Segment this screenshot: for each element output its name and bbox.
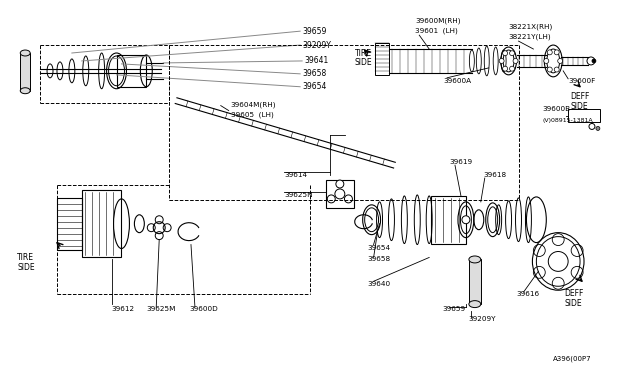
Text: A396(00P7: A396(00P7 [553, 356, 592, 362]
Text: (V)08915-1381A: (V)08915-1381A [542, 118, 593, 123]
Text: 39641: 39641 [304, 57, 328, 65]
Bar [82, 190, 122, 257]
Circle shape [502, 66, 508, 71]
Text: 39605  (LH): 39605 (LH) [230, 111, 273, 118]
Text: SIDE: SIDE [570, 102, 588, 111]
Circle shape [509, 51, 515, 56]
Circle shape [547, 50, 552, 55]
Text: 39625N: 39625N [284, 192, 313, 198]
Text: TIRE: TIRE [355, 48, 372, 58]
Circle shape [499, 58, 504, 63]
Circle shape [554, 67, 559, 72]
Circle shape [509, 66, 515, 71]
Circle shape [462, 216, 470, 224]
Ellipse shape [336, 180, 344, 188]
Ellipse shape [469, 256, 481, 263]
Text: 39659: 39659 [442, 306, 465, 312]
Text: 39600M(RH): 39600M(RH) [415, 18, 461, 25]
Circle shape [544, 58, 548, 63]
Text: 39618: 39618 [484, 172, 507, 178]
Text: 39654: 39654 [302, 82, 326, 91]
Text: 39616: 39616 [516, 291, 540, 297]
Text: 39614: 39614 [284, 172, 307, 178]
Circle shape [335, 189, 345, 199]
Ellipse shape [20, 50, 30, 56]
Bar [326, 180, 354, 208]
Circle shape [592, 59, 596, 63]
Ellipse shape [469, 301, 481, 308]
Circle shape [554, 50, 559, 55]
Text: 39209Y: 39209Y [302, 41, 331, 49]
Bar [374, 43, 390, 75]
Circle shape [513, 58, 518, 63]
Text: 39601  (LH): 39601 (LH) [415, 28, 458, 35]
Text: 38221Y(LH): 38221Y(LH) [509, 34, 551, 41]
Bar [116, 55, 147, 87]
Bar [57, 198, 82, 250]
Text: 39209Y: 39209Y [469, 316, 497, 322]
Text: 39600B: 39600B [542, 106, 570, 112]
Bar [568, 109, 600, 122]
Circle shape [502, 51, 508, 56]
Ellipse shape [344, 195, 353, 203]
Bar [431, 196, 466, 244]
Text: TIRE: TIRE [17, 253, 35, 262]
Circle shape [596, 126, 600, 131]
Ellipse shape [20, 88, 30, 94]
Text: DEFF: DEFF [570, 92, 589, 101]
Text: 39658: 39658 [302, 69, 326, 78]
Ellipse shape [327, 195, 335, 203]
Text: 39604M(RH): 39604M(RH) [230, 101, 276, 108]
Circle shape [587, 57, 595, 65]
Text: SIDE: SIDE [17, 263, 35, 272]
Text: 39600A: 39600A [443, 78, 471, 84]
Text: SIDE: SIDE [355, 58, 372, 67]
Circle shape [547, 67, 552, 72]
Text: 39654: 39654 [367, 244, 391, 250]
Text: DEFF: DEFF [564, 289, 584, 298]
Text: 39600D: 39600D [189, 306, 218, 312]
Text: 39640: 39640 [367, 281, 391, 287]
Text: 39625M: 39625M [147, 306, 176, 312]
Text: SIDE: SIDE [564, 299, 582, 308]
Circle shape [557, 58, 563, 63]
Text: 39612: 39612 [111, 306, 134, 312]
Text: 39659: 39659 [302, 27, 326, 36]
Text: 39658: 39658 [367, 256, 391, 263]
Bar [20, 53, 30, 91]
Text: 38221X(RH): 38221X(RH) [509, 24, 553, 31]
Bar [469, 259, 481, 304]
Text: 39619: 39619 [449, 159, 472, 165]
Text: 39600F: 39600F [568, 78, 595, 84]
